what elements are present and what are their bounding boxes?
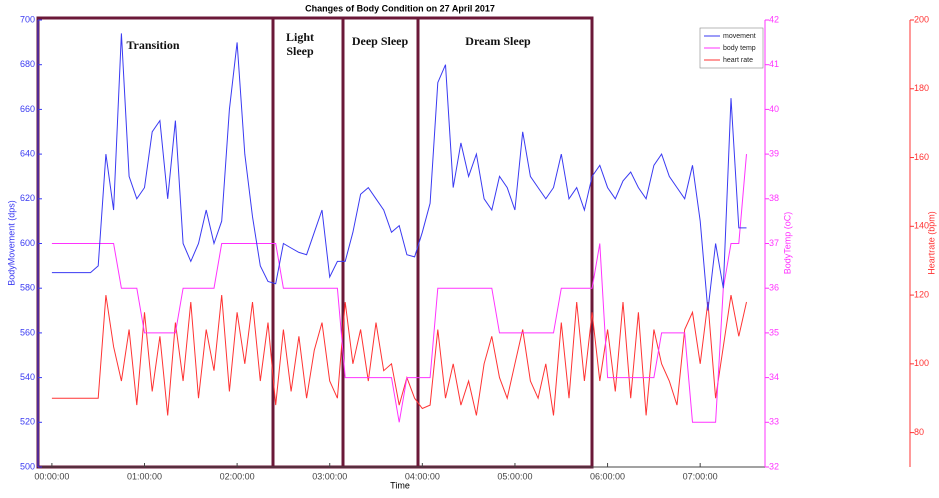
y-tick-label: 640 (20, 148, 35, 158)
x-tick-label: 07:00:00 (683, 471, 718, 481)
y2-tick-label: 40 (769, 104, 779, 114)
annotation: Sleep (286, 44, 314, 58)
legend-label: heart rate (723, 57, 753, 64)
phase-box (416, 16, 594, 469)
legend-label: body temp (723, 45, 756, 52)
y2-tick-label: 41 (769, 59, 779, 69)
y2-tick-label: 39 (769, 148, 779, 158)
x-tick-label: 06:00:00 (590, 471, 625, 481)
y2-tick-label: 32 (769, 461, 779, 471)
y-tick-label: 500 (20, 461, 35, 471)
y2-tick-label: 33 (769, 417, 779, 427)
annotation: Light (286, 30, 314, 44)
phase-box (341, 16, 420, 469)
x-tick-label: 03:00:00 (312, 471, 347, 481)
y3-axis-label: Heartrate (bpm) (926, 211, 936, 275)
y3-tick-label: 120 (914, 289, 929, 299)
y-tick-label: 680 (20, 59, 35, 69)
y2-tick-label: 35 (769, 327, 779, 337)
chart-title: Changes of Body Condition on 27 April 20… (305, 3, 495, 13)
y2-tick-label: 42 (769, 14, 779, 24)
phase-box (36, 16, 275, 469)
annotation: Dream Sleep (465, 34, 531, 48)
y3-tick-label: 100 (914, 358, 929, 368)
y-tick-label: 620 (20, 193, 35, 203)
y3-tick-label: 180 (914, 83, 929, 93)
annotation: Deep Sleep (352, 34, 409, 48)
annotation: Transition (126, 38, 179, 52)
x-tick-label: 04:00:00 (405, 471, 440, 481)
y-tick-label: 600 (20, 238, 35, 248)
y3-tick-label: 80 (914, 427, 924, 437)
series-line (51, 33, 747, 311)
series-line (51, 295, 747, 416)
series-line (51, 154, 747, 423)
y3-tick-label: 160 (914, 152, 929, 162)
x-tick-label: 01:00:00 (127, 471, 162, 481)
x-tick-label: 02:00:00 (220, 471, 255, 481)
y-tick-label: 540 (20, 372, 35, 382)
y2-tick-label: 34 (769, 372, 779, 382)
y-axis-label: BodyMovement (dps) (6, 200, 16, 286)
x-tick-label: 00:00:00 (34, 471, 69, 481)
x-tick-label: 05:00:00 (497, 471, 532, 481)
phase-box (271, 16, 345, 469)
legend-label: movement (723, 33, 756, 40)
y-tick-label: 560 (20, 327, 35, 337)
y2-tick-label: 37 (769, 238, 779, 248)
y2-axis-label: BodyTemp (oC) (782, 212, 792, 275)
x-axis-label: Time (390, 480, 410, 490)
y3-tick-label: 200 (914, 14, 929, 24)
y-tick-label: 660 (20, 104, 35, 114)
y-tick-label: 580 (20, 283, 35, 293)
y-tick-label: 700 (20, 14, 35, 24)
y3-tick-label: 140 (914, 221, 929, 231)
y-tick-label: 520 (20, 417, 35, 427)
y2-tick-label: 38 (769, 193, 779, 203)
y2-tick-label: 36 (769, 283, 779, 293)
